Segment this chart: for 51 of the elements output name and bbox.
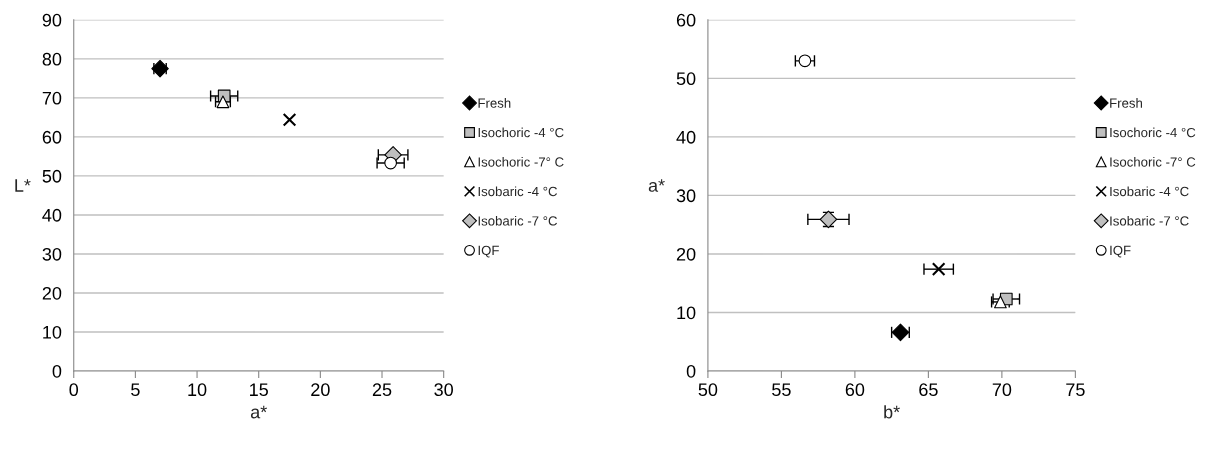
x-tick-label: 0 — [69, 383, 79, 397]
legend-label: IQF — [478, 245, 499, 258]
y-tick-label: 60 — [676, 13, 696, 27]
y-axis-title: a* — [648, 179, 665, 192]
point — [282, 112, 297, 127]
point — [994, 295, 1007, 309]
y-tick-label: 10 — [43, 325, 62, 339]
y-tick-label: 0 — [52, 364, 62, 378]
x-axis-title: b* — [884, 405, 900, 419]
y-tick-label: 40 — [676, 130, 696, 144]
y-tick-label: 50 — [42, 169, 62, 183]
x-tick-label: 10 — [188, 383, 207, 397]
y-tick-label: 20 — [676, 247, 696, 261]
legend-label: Isobaric -4 °C — [478, 186, 558, 197]
y-tick-label: 90 — [42, 13, 62, 27]
x-tick-label: 60 — [845, 383, 865, 397]
y-tick-label: 30 — [676, 189, 696, 203]
y-tick-label: 0 — [686, 364, 696, 378]
x-tick-label: 20 — [311, 383, 330, 397]
y-tick-label: 20 — [42, 286, 62, 300]
x-tick-label: 70 — [992, 383, 1012, 397]
x-tick-label: 15 — [250, 383, 268, 397]
x-axis-title: a* — [250, 405, 267, 419]
point — [384, 156, 398, 170]
y-tick-label: 80 — [42, 52, 62, 66]
y-tick-label: 70 — [42, 91, 62, 105]
y-tick-label: 10 — [677, 306, 696, 320]
point — [931, 262, 946, 277]
legend-label: Isobaric -4 °C — [1110, 186, 1189, 197]
legend-label: IQF — [1110, 245, 1131, 258]
legend-label: Isobaric -7 °C — [1110, 215, 1189, 226]
legend-label: Isochoric -4 °C — [478, 127, 564, 138]
x-tick-label: 5 — [131, 383, 140, 397]
y-tick-label: 30 — [42, 247, 62, 261]
legend-label: Isobaric -7 °C — [478, 215, 558, 226]
legend-label: Isochoric -7° C — [1110, 156, 1196, 167]
x-tick-label: 30 — [434, 383, 454, 397]
legend-label: Fresh — [478, 98, 511, 108]
x-tick-label: 65 — [919, 383, 938, 397]
y-tick-label: 60 — [42, 130, 62, 144]
y-axis-title: L* — [15, 179, 31, 192]
x-tick-label: 75 — [1066, 383, 1085, 397]
legend-label: Isochoric -7° C — [478, 156, 564, 167]
legend-label: Isochoric -4 °C — [1110, 127, 1196, 138]
x-tick-label: 50 — [698, 383, 718, 397]
y-tick-label: 40 — [42, 208, 62, 222]
x-tick-label: 25 — [372, 383, 392, 397]
legend-label: Fresh — [1110, 98, 1142, 108]
x-tick-label: 55 — [772, 383, 791, 397]
y-tick-label: 50 — [676, 72, 696, 86]
point — [798, 54, 812, 68]
